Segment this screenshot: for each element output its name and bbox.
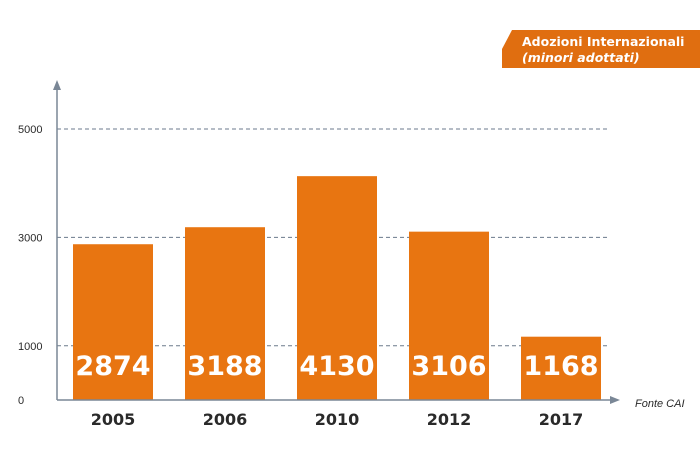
x-axis-arrow-icon (610, 396, 620, 404)
y-tick-label: 0 (18, 395, 24, 407)
y-tick-labels: 0 1000 3000 5000 (18, 124, 42, 407)
x-tick-label: 2006 (203, 410, 248, 429)
value-labels: 2874 3188 4130 3106 1168 (75, 351, 598, 382)
axes (53, 80, 620, 404)
chart-subtitle: (minori adottati) (522, 50, 640, 65)
chart-title-box: Adozioni Internazionali (minori adottati… (502, 30, 700, 68)
chart-title: Adozioni Internazionali (522, 34, 685, 49)
value-label: 2874 (75, 351, 150, 382)
y-tick-label: 1000 (18, 341, 42, 353)
source-label: Fonte CAI (635, 398, 685, 410)
x-tick-label: 2012 (427, 410, 472, 429)
value-label: 3188 (187, 351, 262, 382)
bar (521, 336, 601, 400)
x-tick-label: 2010 (315, 410, 360, 429)
bar (409, 231, 489, 400)
y-tick-label: 3000 (18, 232, 42, 244)
x-tick-label: 2017 (539, 410, 584, 429)
value-label: 1168 (523, 351, 598, 382)
y-axis-arrow-icon (53, 80, 61, 90)
value-label: 3106 (411, 351, 486, 382)
y-tick-label: 5000 (18, 124, 42, 136)
x-tick-label: 2005 (91, 410, 136, 429)
bar (73, 244, 153, 400)
bar (297, 176, 377, 400)
bar (185, 227, 265, 400)
x-tick-labels: 2005 2006 2010 2012 2017 (91, 410, 584, 429)
value-label: 4130 (299, 351, 374, 382)
bars (73, 176, 601, 400)
